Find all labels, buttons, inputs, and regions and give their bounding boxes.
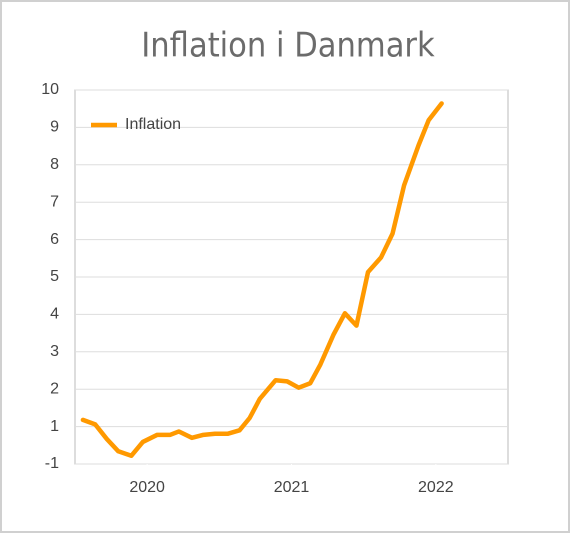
y-tick-label: 2 (50, 380, 59, 397)
y-tick-label: -1 (45, 455, 59, 472)
x-tick-label: 2020 (129, 479, 165, 496)
legend-label: Inflation (125, 116, 181, 133)
y-tick-label: 8 (50, 156, 59, 173)
y-tick-label: 1 (50, 418, 59, 435)
y-tick-label: 6 (50, 231, 59, 248)
y-tick-label: 7 (50, 193, 59, 210)
y-tick-label: 9 (50, 119, 59, 136)
y-tick-label: 10 (41, 81, 59, 98)
y-tick-label: 3 (50, 343, 59, 360)
x-tick-label: 2022 (418, 479, 454, 496)
y-tick-label: 4 (50, 306, 59, 323)
x-tick-label: 2021 (274, 479, 310, 496)
line (80, 101, 444, 459)
chart-title: Inflation i Danmark (141, 26, 435, 66)
y-tick-label: 5 (50, 268, 59, 285)
